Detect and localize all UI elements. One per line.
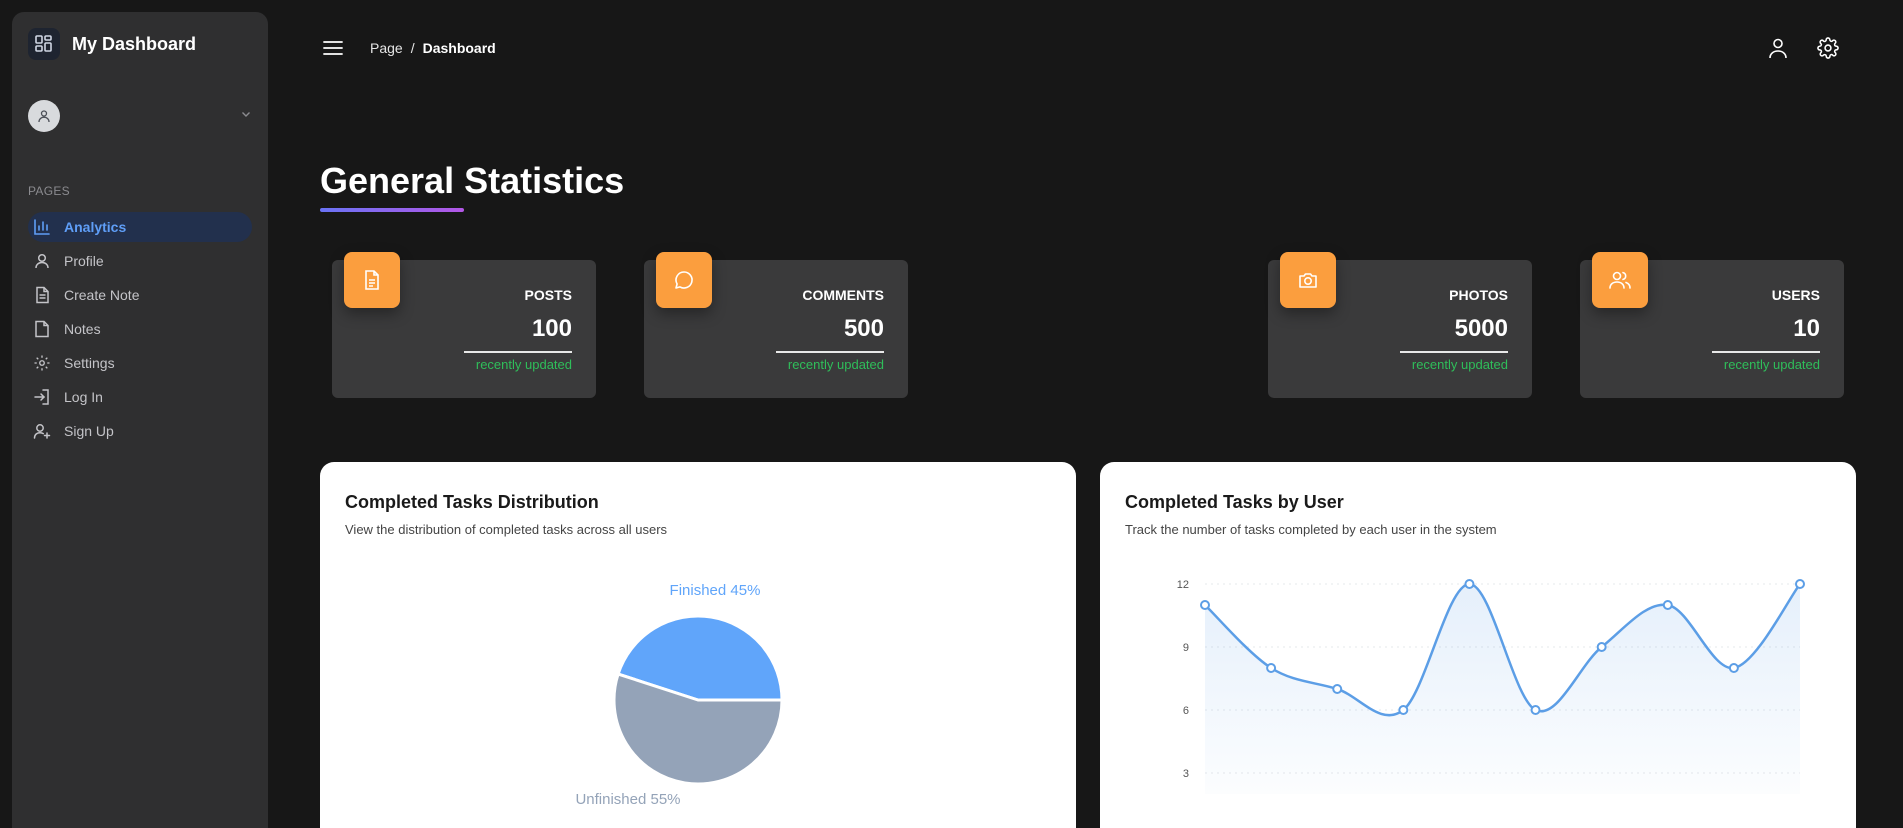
sidebar-item-label: Sign Up — [64, 423, 114, 439]
profile-user-icon[interactable] — [1765, 35, 1791, 61]
sidebar-section-label: PAGES — [28, 184, 70, 198]
title-underline — [320, 208, 464, 212]
sidebar-item-sign-up[interactable]: Sign Up — [28, 416, 252, 446]
stat-note: recently updated — [1411, 357, 1508, 372]
stat-value: 500 — [843, 315, 884, 342]
data-point[interactable] — [1266, 663, 1277, 673]
data-point[interactable] — [1530, 705, 1541, 715]
stat-value: 100 — [531, 315, 572, 342]
breadcrumb: Page / Dashboard — [370, 40, 496, 56]
data-point[interactable] — [1332, 684, 1343, 694]
bar-chart-icon — [32, 217, 52, 237]
stat-label: COMMENTS — [802, 287, 884, 303]
chart-subtitle: View the distribution of completed tasks… — [345, 522, 668, 537]
y-tick-label: 3 — [1183, 768, 1189, 780]
sidebar-item-label: Profile — [64, 253, 104, 269]
line-chart: 3 6 9 12 — [1177, 579, 1805, 794]
sidebar-item-label: Log In — [64, 389, 103, 405]
series-line — [1204, 582, 1801, 717]
sidebar-item-settings[interactable]: Settings — [28, 348, 252, 378]
sidebar-item-label: Create Note — [64, 287, 140, 303]
brand[interactable]: My Dashboard — [28, 28, 196, 60]
stat-card-photos: PHOTOS 5000 recently updated — [1268, 252, 1532, 398]
chart-title: Completed Tasks Distribution — [345, 492, 599, 512]
y-tick-label: 12 — [1177, 579, 1189, 591]
data-point[interactable] — [1662, 600, 1673, 610]
sidebar-item-log-in[interactable]: Log In — [28, 382, 252, 412]
pie-chart-card: Completed Tasks Distribution View the di… — [320, 462, 1076, 828]
page-title: General Statistics — [320, 160, 625, 201]
pie-slice-label: Unfinished 55% — [575, 791, 680, 808]
sidebar: My Dashboard PAGES Analytics — [12, 12, 268, 828]
chevron-down-icon[interactable] — [240, 107, 252, 125]
dashboard-grid-icon — [28, 28, 60, 60]
chat-bubble-icon — [656, 252, 712, 308]
line-area — [1205, 584, 1800, 794]
pie-chart: Finished 45% Unfinished 55% — [575, 582, 784, 808]
user-menu[interactable] — [28, 100, 252, 132]
document-edit-icon — [32, 285, 52, 305]
users-icon — [1592, 252, 1648, 308]
breadcrumb-page[interactable]: Page — [370, 40, 403, 56]
pie-slice[interactable] — [612, 672, 784, 786]
stat-card-users: USERS 10 recently updated — [1580, 252, 1844, 398]
stat-note: recently updated — [475, 357, 572, 372]
sidebar-item-label: Settings — [64, 355, 115, 371]
data-point[interactable] — [1398, 705, 1409, 715]
stat-value: 5000 — [1454, 315, 1508, 342]
stat-card-posts: POSTS 100 recently updated — [332, 252, 596, 398]
hamburger-menu-icon[interactable] — [320, 36, 346, 60]
data-point[interactable] — [1795, 579, 1805, 589]
pie-slice[interactable] — [616, 614, 784, 702]
stat-value: 10 — [1793, 315, 1820, 342]
stat-card-comments: COMMENTS 500 recently updated — [644, 252, 908, 398]
camera-icon — [1280, 252, 1336, 308]
stat-label: USERS — [1771, 287, 1820, 303]
sidebar-item-notes[interactable]: Notes — [28, 314, 252, 344]
data-point[interactable] — [1596, 642, 1607, 652]
sidebar-item-create-note[interactable]: Create Note — [28, 280, 252, 310]
brand-title: My Dashboard — [72, 33, 197, 54]
login-icon — [32, 387, 52, 407]
avatar[interactable] — [28, 100, 60, 132]
sidebar-item-label: Notes — [64, 321, 101, 337]
data-point[interactable] — [1728, 663, 1739, 673]
stat-label: POSTS — [524, 287, 572, 303]
y-tick-label: 6 — [1183, 705, 1189, 717]
data-point[interactable] — [1200, 600, 1210, 610]
line-chart-card: Completed Tasks by User Track the number… — [1100, 462, 1856, 828]
y-tick-label: 9 — [1183, 642, 1189, 654]
user-plus-icon — [32, 421, 52, 441]
stat-divider — [1400, 351, 1508, 353]
stat-label: PHOTOS — [1449, 287, 1508, 303]
stat-divider — [464, 351, 572, 353]
sidebar-item-analytics[interactable]: Analytics — [28, 212, 252, 242]
settings-gear-icon[interactable] — [1815, 35, 1841, 61]
chart-subtitle: Track the number of tasks completed by e… — [1125, 522, 1497, 537]
stat-divider — [776, 351, 884, 353]
breadcrumb-separator: / — [410, 40, 415, 56]
stat-divider — [1712, 351, 1820, 353]
sidebar-nav: Analytics Profile Create Note — [28, 212, 252, 450]
chart-title: Completed Tasks by User — [1125, 492, 1344, 512]
gear-icon — [32, 353, 52, 373]
pie-slice-label: Finished 45% — [670, 582, 761, 599]
note-icon — [32, 319, 52, 339]
breadcrumb-current: Dashboard — [422, 40, 496, 56]
user-icon — [32, 251, 52, 271]
data-point[interactable] — [1464, 579, 1475, 589]
document-icon — [344, 252, 400, 308]
stat-note: recently updated — [787, 357, 884, 372]
stat-note: recently updated — [1723, 357, 1820, 372]
sidebar-item-profile[interactable]: Profile — [28, 246, 252, 276]
sidebar-item-label: Analytics — [64, 219, 127, 235]
